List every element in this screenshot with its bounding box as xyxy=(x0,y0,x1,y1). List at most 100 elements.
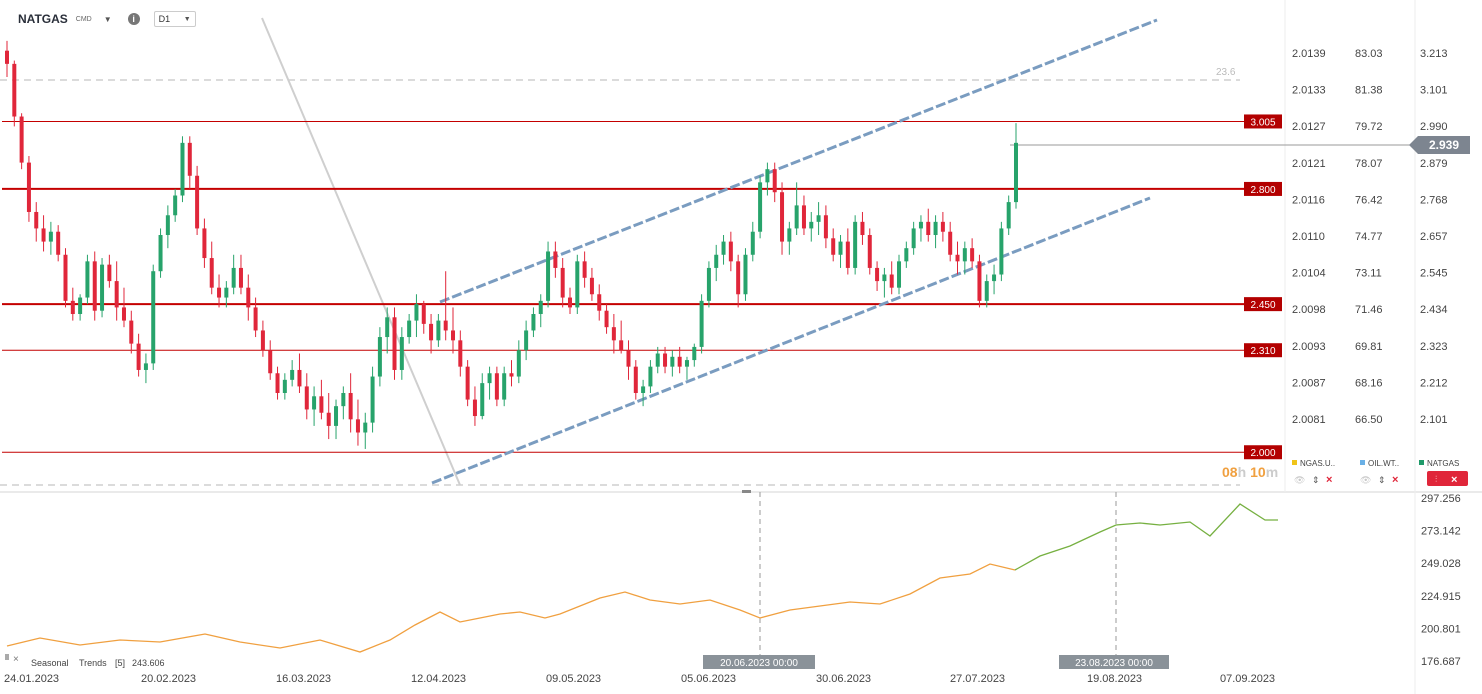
candle xyxy=(70,287,75,321)
timeframe-chevron-down-icon: ▼ xyxy=(183,15,191,23)
level-price-badge[interactable] xyxy=(1244,181,1282,196)
price-tick-label: 2.0121 xyxy=(1292,158,1326,170)
seasonal-line-past xyxy=(6,563,1016,653)
candle xyxy=(465,360,470,407)
eye-icon[interactable]: 👁 xyxy=(1294,475,1305,485)
candle xyxy=(714,244,719,282)
candle-body xyxy=(421,304,426,324)
legend-item-ngas[interactable]: NGAS.U.. 👁 ⇕ × xyxy=(1292,459,1335,486)
trend-line[interactable] xyxy=(261,17,461,486)
candle-body xyxy=(85,261,90,298)
candle xyxy=(582,251,587,288)
candle xyxy=(999,221,1004,282)
level-price-badge[interactable] xyxy=(1244,445,1282,460)
price-tick-label: 2.657 xyxy=(1420,231,1448,243)
level-price-badge[interactable] xyxy=(1244,343,1282,358)
level-price-badge[interactable] xyxy=(1244,297,1282,312)
price-tick-label: 2.0104 xyxy=(1292,268,1326,280)
reorder-arrows-icon[interactable]: ⇕ xyxy=(1378,475,1386,485)
candle-body xyxy=(407,320,412,338)
level-price-badge[interactable] xyxy=(1244,114,1282,129)
level-price-label: 2.800 xyxy=(1250,185,1275,196)
time-tick-label: 20.02.2023 xyxy=(141,673,196,685)
candle xyxy=(180,136,185,203)
legend-item-oil[interactable]: OIL.WT.. 👁 ⇕ × xyxy=(1360,459,1399,486)
candle xyxy=(816,202,821,236)
seasonal-line-projection xyxy=(1014,503,1278,571)
timeframe-select[interactable]: D1 ▼ xyxy=(153,11,196,27)
chart-type-icon[interactable]: ⫶ xyxy=(1435,474,1437,484)
eye-icon[interactable]: 👁 xyxy=(1360,475,1371,485)
reorder-arrows-icon[interactable]: ⇕ xyxy=(1312,475,1320,485)
candle-body xyxy=(56,231,61,255)
legend-item-natgas[interactable]: NATGAS ⫶ × xyxy=(1419,459,1468,486)
candle-body xyxy=(750,231,755,255)
svg-text:20.06.2023 00:00: 20.06.2023 00:00 xyxy=(720,658,798,669)
candle-body xyxy=(611,327,616,341)
candle xyxy=(304,373,309,420)
price-tick-label: 2.879 xyxy=(1420,158,1448,170)
candle xyxy=(48,221,53,255)
candle-body xyxy=(1006,202,1011,229)
candle xyxy=(655,346,660,374)
candle-body xyxy=(736,261,741,295)
candle-body xyxy=(999,228,1004,275)
candle xyxy=(34,202,39,242)
pane-resize-handle[interactable] xyxy=(742,490,751,493)
price-tick-label: 2.0139 xyxy=(1292,48,1326,60)
channel-upper-line[interactable] xyxy=(439,18,1158,304)
candle-body xyxy=(692,346,697,361)
candle xyxy=(334,399,339,440)
price-tick-label: 73.11 xyxy=(1355,268,1382,280)
legend-color-swatch xyxy=(1419,460,1424,465)
candle xyxy=(809,211,814,242)
candle-body xyxy=(107,264,112,282)
candle xyxy=(706,261,711,308)
time-tick-label: 07.09.2023 xyxy=(1220,673,1275,685)
candle-body xyxy=(348,392,353,420)
indicator-close-icon[interactable]: × xyxy=(13,654,19,665)
price-tick-label: 2.0081 xyxy=(1292,414,1326,426)
price-tick-label: 78.07 xyxy=(1355,158,1383,170)
close-icon[interactable]: × xyxy=(1451,474,1457,486)
candle xyxy=(853,215,858,275)
candle xyxy=(392,307,397,380)
candle-body xyxy=(918,221,923,229)
candle-body xyxy=(63,254,68,301)
candle xyxy=(970,238,975,268)
close-icon[interactable]: × xyxy=(1392,474,1398,486)
candle-body xyxy=(165,215,170,236)
candle xyxy=(977,254,982,308)
candle-body xyxy=(582,261,587,278)
info-icon[interactable]: i xyxy=(127,13,140,25)
candle-body xyxy=(911,228,916,249)
natgas-badge[interactable] xyxy=(1427,471,1468,486)
candle-body xyxy=(48,231,53,242)
price-tick-label: 71.46 xyxy=(1355,304,1383,316)
price-tick-label: 2.434 xyxy=(1420,304,1448,316)
symbol-name[interactable]: NATGAS xyxy=(18,12,68,26)
price-tick-label: 2.323 xyxy=(1420,341,1448,353)
close-icon[interactable]: × xyxy=(1326,474,1332,486)
candle-body xyxy=(290,369,295,380)
symbol-dropdown-chevron-down-icon[interactable]: ▼ xyxy=(103,14,112,24)
price-tick-label: 74.77 xyxy=(1355,231,1383,243)
candle-body xyxy=(282,379,287,393)
candle-body xyxy=(648,366,653,387)
price-tick-label: 2.0087 xyxy=(1292,377,1326,389)
candle-body xyxy=(853,221,858,268)
indicator-settings-icon[interactable] xyxy=(5,654,9,660)
candle-body xyxy=(451,330,456,341)
candle-body xyxy=(940,221,945,232)
candle xyxy=(107,254,112,288)
candle xyxy=(780,182,785,255)
candle xyxy=(546,241,551,308)
candle-body xyxy=(589,277,594,295)
channel-lower-line[interactable] xyxy=(431,196,1151,485)
candle xyxy=(407,314,412,344)
candle-body xyxy=(714,254,719,268)
price-tick-label: 81.38 xyxy=(1355,85,1383,97)
candle xyxy=(531,307,536,338)
